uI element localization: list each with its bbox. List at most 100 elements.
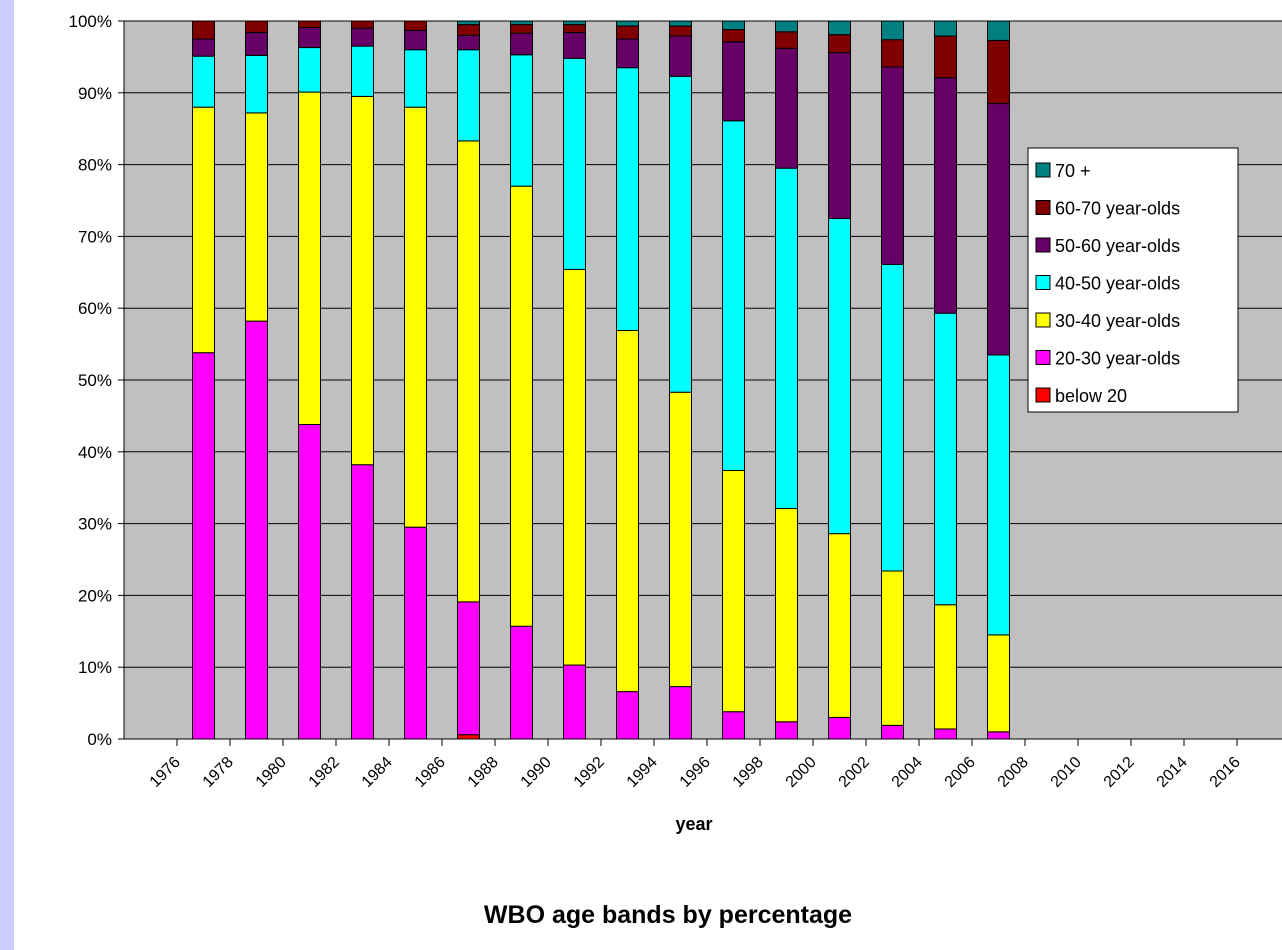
- bar-segment-60-70-year-olds: [616, 25, 639, 40]
- legend-item-50-60-year-olds: 50-60 year-olds: [1035, 236, 1180, 256]
- x-tick-label: 1980: [253, 754, 290, 791]
- bar-segment-50-60-year-olds: [457, 34, 480, 51]
- bar-stack-1985: [404, 20, 427, 740]
- bar-segment-50-60-year-olds: [510, 32, 533, 56]
- bar-segment-40-50-year-olds: [245, 54, 268, 114]
- bar-segment-40-50-year-olds: [722, 120, 745, 471]
- y-tick-label: 0%: [87, 730, 112, 749]
- bar-segment-50-60-year-olds: [298, 26, 321, 49]
- bar-segment-70: [722, 20, 745, 31]
- legend-item-40-50-year-olds: 40-50 year-olds: [1035, 274, 1180, 294]
- bar-segment-30-40-year-olds: [510, 185, 533, 627]
- x-tick-label: 1984: [359, 754, 396, 791]
- bar-stack-2001: [828, 20, 851, 740]
- legend-swatch: [1035, 312, 1051, 328]
- chart-title: WBO age bands by percentage: [484, 901, 852, 929]
- bar-segment-70: [828, 20, 851, 36]
- bar-segment-50-60-year-olds: [987, 103, 1010, 356]
- bar-segment-40-50-year-olds: [934, 312, 957, 606]
- bar-stack-2003: [881, 20, 904, 740]
- bar-segment-20-30-year-olds: [351, 464, 374, 740]
- bar-segment-70: [775, 20, 798, 33]
- legend-item-70: 70 +: [1035, 161, 1091, 181]
- bar-segment-60-70-year-olds: [828, 34, 851, 54]
- legend-swatch: [1035, 387, 1051, 403]
- bar-segment-60-70-year-olds: [245, 20, 268, 33]
- bar-segment-50-60-year-olds: [669, 35, 692, 77]
- bar-segment-70: [881, 20, 904, 41]
- bar-segment-20-30-year-olds: [510, 625, 533, 740]
- bar-segment-70: [987, 20, 1010, 41]
- bar-segment-60-70-year-olds: [510, 24, 533, 34]
- y-tick-label: 70%: [78, 227, 112, 246]
- y-tick-label: 80%: [78, 156, 112, 175]
- bar-segment-20-30-year-olds: [192, 352, 215, 740]
- bar-segment-20-30-year-olds: [722, 711, 745, 740]
- legend-item-30-40-year-olds: 30-40 year-olds: [1035, 311, 1180, 331]
- y-tick-label: 30%: [78, 515, 112, 534]
- x-tick-label: 1988: [465, 754, 502, 791]
- y-tick-label: 60%: [78, 299, 112, 318]
- bar-segment-60-70-year-olds: [669, 25, 692, 37]
- legend-label: below 20: [1055, 386, 1127, 406]
- bar-segment-50-60-year-olds: [722, 41, 745, 122]
- bar-segment-30-40-year-olds: [245, 112, 268, 322]
- bar-segment-below-20: [457, 734, 480, 740]
- bar-segment-40-50-year-olds: [510, 54, 533, 187]
- x-tick-label: 1996: [677, 754, 714, 791]
- x-tick-label: 2010: [1048, 754, 1085, 791]
- bar-segment-50-60-year-olds: [775, 47, 798, 169]
- bar-segment-50-60-year-olds: [934, 77, 957, 314]
- bar-segment-50-60-year-olds: [828, 52, 851, 219]
- bar-segment-50-60-year-olds: [245, 31, 268, 56]
- legend-swatch: [1035, 162, 1051, 178]
- legend-swatch: [1035, 275, 1051, 290]
- bar-segment-60-70-year-olds: [563, 24, 586, 33]
- bar-segment-50-60-year-olds: [404, 29, 427, 51]
- bar-segment-40-50-year-olds: [192, 55, 215, 108]
- y-tick-label: 10%: [78, 658, 112, 677]
- bar-segment-50-60-year-olds: [351, 27, 374, 47]
- bar-segment-30-40-year-olds: [987, 634, 1010, 733]
- bar-segment-30-40-year-olds: [298, 91, 321, 426]
- bar-segment-30-40-year-olds: [828, 533, 851, 718]
- bar-segment-30-40-year-olds: [404, 106, 427, 528]
- legend-swatch: [1035, 350, 1051, 365]
- bar-segment-60-70-year-olds: [881, 39, 904, 68]
- x-tick-label: 1982: [306, 754, 343, 791]
- legend-item-60-70-year-olds: 60-70 year-olds: [1035, 199, 1180, 219]
- bar-segment-40-50-year-olds: [298, 47, 321, 93]
- bar-segment-40-50-year-olds: [457, 49, 480, 142]
- bar-segment-40-50-year-olds: [669, 75, 692, 393]
- bar-segment-60-70-year-olds: [775, 31, 798, 49]
- y-tick-label: 40%: [78, 443, 112, 462]
- bar-segment-20-30-year-olds: [775, 721, 798, 740]
- bar-segment-20-30-year-olds: [245, 320, 268, 740]
- bar-segment-60-70-year-olds: [298, 20, 321, 28]
- bar-segment-30-40-year-olds: [192, 106, 215, 354]
- x-tick-label: 2002: [836, 754, 873, 791]
- legend-swatch: [1035, 200, 1051, 215]
- bar-segment-20-30-year-olds: [404, 526, 427, 740]
- bar-segment-30-40-year-olds: [563, 268, 586, 666]
- bar-stack-1993: [616, 20, 639, 740]
- bar-segment-60-70-year-olds: [934, 35, 957, 79]
- legend-label: 20-30 year-olds: [1055, 349, 1180, 369]
- bar-segment-70: [934, 20, 957, 37]
- y-tick-label: 20%: [78, 586, 112, 605]
- bar-segment-50-60-year-olds: [563, 31, 586, 59]
- bar-segment-70: [510, 20, 533, 26]
- legend-box: [1027, 147, 1239, 413]
- bar-segment-70: [616, 20, 639, 27]
- bar-segment-20-30-year-olds: [987, 731, 1010, 740]
- legend-label: 40-50 year-olds: [1055, 274, 1180, 294]
- bar-stack-1979: [245, 20, 268, 740]
- bar-segment-60-70-year-olds: [987, 39, 1010, 105]
- x-tick-label: 1986: [412, 754, 449, 791]
- bar-segment-60-70-year-olds: [722, 29, 745, 43]
- x-tick-label: 1976: [147, 754, 184, 791]
- bar-stack-1997: [722, 20, 745, 740]
- bar-segment-30-40-year-olds: [351, 95, 374, 466]
- bar-segment-40-50-year-olds: [828, 217, 851, 535]
- bar-segment-30-40-year-olds: [616, 329, 639, 693]
